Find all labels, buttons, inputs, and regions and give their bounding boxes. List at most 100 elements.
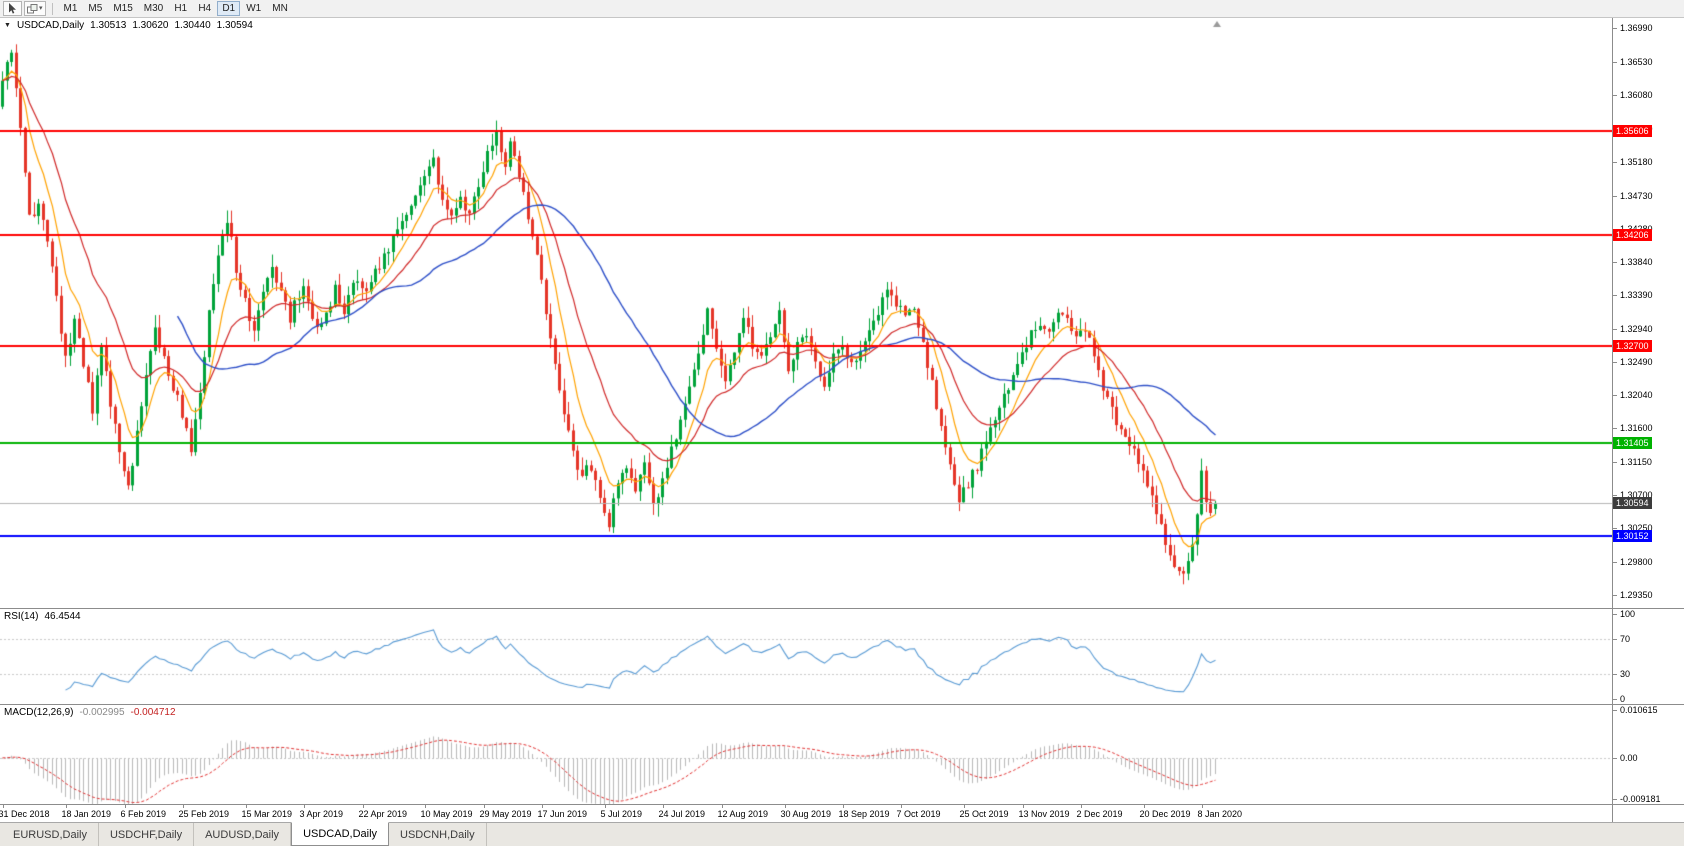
rsi-axis-label: 30 xyxy=(1613,669,1630,679)
price-tick-label: 1.30700 xyxy=(1613,490,1653,500)
date-label: 8 Jan 2020 xyxy=(1197,809,1243,819)
date-label: 22 Apr 2019 xyxy=(358,809,408,819)
date-tick xyxy=(124,805,126,808)
date-label: 5 Jul 2019 xyxy=(600,809,643,819)
date-tick xyxy=(1143,805,1145,808)
main-chart-plot[interactable]: ▼ USDCAD,Daily 1.30513 1.30620 1.30440 1… xyxy=(0,18,1612,608)
macd-indicator-name: MACD(12,26,9) xyxy=(4,707,74,718)
date-label: 7 Oct 2019 xyxy=(896,809,941,819)
rsi-axis-label: 100 xyxy=(1613,609,1635,619)
candlestick-chart-canvas[interactable] xyxy=(0,18,1612,608)
timeframe-button-d1[interactable]: D1 xyxy=(217,1,241,16)
tab-usdchf-daily[interactable]: USDCHF,Daily xyxy=(99,823,195,846)
layers-icon xyxy=(27,3,38,13)
tab-audusd-daily[interactable]: AUDUSD,Daily xyxy=(194,823,292,846)
macd-main-value: -0.002995 xyxy=(79,707,125,718)
date-tick xyxy=(842,805,844,808)
timeframe-button-m15[interactable]: M15 xyxy=(108,1,137,16)
timeframe-button-m5[interactable]: M5 xyxy=(83,1,107,16)
pointer-tool-button[interactable] xyxy=(3,1,22,16)
timeframe-button-m1[interactable]: M1 xyxy=(59,1,83,16)
macd-axis[interactable]: 0.010615 0.00 -0.009181 xyxy=(1612,705,1684,804)
price-tick-label: 1.33390 xyxy=(1613,290,1653,300)
chart-title: ▼ USDCAD,Daily 1.30513 1.30620 1.30440 1… xyxy=(4,20,253,31)
date-label: 18 Jan 2019 xyxy=(61,809,112,819)
tab-usdcnh-daily[interactable]: USDCNH,Daily xyxy=(389,823,487,846)
ohlc-open: 1.30513 xyxy=(90,20,127,31)
date-tick xyxy=(1022,805,1024,808)
date-label: 20 Dec 2019 xyxy=(1139,809,1191,819)
chart-region: ▼ USDCAD,Daily 1.30513 1.30620 1.30440 1… xyxy=(0,18,1684,822)
macd-label: MACD(12,26,9) -0.002995 -0.004712 xyxy=(4,707,176,718)
chart-layout-button[interactable]: ▾ xyxy=(24,1,46,16)
tab-eurusd-daily[interactable]: EURUSD,Daily xyxy=(2,823,99,846)
time-axis[interactable]: 31 Dec 2018 18 Jan 2019 6 Feb 2019 25 Feb 2… xyxy=(0,804,1684,822)
price-tick-label: 1.29800 xyxy=(1613,557,1653,567)
date-label: 18 Sep 2019 xyxy=(838,809,890,819)
date-tick xyxy=(900,805,902,808)
date-label: 10 May 2019 xyxy=(420,809,473,819)
date-tick xyxy=(424,805,426,808)
date-label: 24 Jul 2019 xyxy=(658,809,706,819)
date-tick xyxy=(483,805,485,808)
toolbar-separator xyxy=(51,2,53,15)
rsi-axis[interactable]: 100 70 30 0 xyxy=(1612,609,1684,704)
price-tick-label: 1.31150 xyxy=(1613,457,1652,467)
date-label: 6 Feb 2019 xyxy=(120,809,167,819)
timeframe-button-mn[interactable]: MN xyxy=(267,1,293,16)
timeframe-buttons: M1 M5 M15 M30 H1 H4 D1 W1 MN xyxy=(59,1,293,16)
timeframe-button-m30[interactable]: M30 xyxy=(139,1,168,16)
macd-signal-value: -0.004712 xyxy=(130,707,176,718)
date-label: 2 Dec 2019 xyxy=(1076,809,1123,819)
price-tick-label: 1.34730 xyxy=(1613,191,1653,201)
rsi-value: 46.4544 xyxy=(44,611,81,622)
tab-usdcad-daily[interactable]: USDCAD,Daily xyxy=(291,822,390,846)
price-tick-label: 1.32940 xyxy=(1613,324,1653,334)
price-tick-label: 1.32040 xyxy=(1613,390,1653,400)
price-level-badge: 1.34206 xyxy=(1613,228,1652,241)
ohlc-high: 1.30620 xyxy=(132,20,169,31)
main-chart-panel: ▼ USDCAD,Daily 1.30513 1.30620 1.30440 1… xyxy=(0,18,1684,608)
timeframe-button-h1[interactable]: H1 xyxy=(169,1,192,16)
price-level-badge: 1.31405 xyxy=(1613,436,1652,449)
price-level-badge: 1.32700 xyxy=(1613,340,1652,353)
date-label: 3 Apr 2019 xyxy=(299,809,344,819)
cursor-icon xyxy=(9,3,16,14)
ohlc-close: 1.30594 xyxy=(216,20,253,31)
date-tick xyxy=(721,805,723,808)
price-axis[interactable]: 1.369901.365301.360801.356301.351801.347… xyxy=(1612,18,1684,608)
macd-chart-canvas[interactable] xyxy=(0,705,1612,804)
price-level-badge: 1.30152 xyxy=(1613,529,1652,542)
macd-plot[interactable]: MACD(12,26,9) -0.002995 -0.004712 xyxy=(0,705,1612,804)
timeframe-button-h4[interactable]: H4 xyxy=(193,1,216,16)
timeframe-button-w1[interactable]: W1 xyxy=(241,1,266,16)
rsi-axis-label: 70 xyxy=(1613,634,1630,644)
date-tick xyxy=(362,805,364,808)
date-label: 29 May 2019 xyxy=(479,809,532,819)
rsi-chart-canvas[interactable] xyxy=(0,609,1612,704)
date-tick xyxy=(662,805,664,808)
date-tick xyxy=(1080,805,1082,808)
date-label: 12 Aug 2019 xyxy=(717,809,769,819)
macd-axis-label: 0.00 xyxy=(1613,753,1638,763)
rsi-label: RSI(14) 46.4544 xyxy=(4,611,81,622)
macd-axis-label: -0.009181 xyxy=(1613,794,1661,804)
price-tick-label: 1.35180 xyxy=(1613,157,1653,167)
chart-symbol: USDCAD,Daily xyxy=(16,20,85,31)
rsi-plot[interactable]: RSI(14) 46.4544 xyxy=(0,609,1612,704)
date-label: 17 Jun 2019 xyxy=(537,809,588,819)
date-label: 15 Mar 2019 xyxy=(241,809,293,819)
macd-panel: MACD(12,26,9) -0.002995 -0.004712 0.0106… xyxy=(0,704,1684,804)
price-tick-label: 1.31600 xyxy=(1613,423,1653,433)
price-tick-label: 1.32490 xyxy=(1613,357,1653,367)
rsi-panel: RSI(14) 46.4544 100 70 30 0 xyxy=(0,608,1684,704)
price-level-badge: 1.30594 xyxy=(1613,496,1652,509)
chart-tabbar: EURUSD,Daily USDCHF,Daily AUDUSD,Daily USDC… xyxy=(0,822,1684,846)
price-tick-label: 1.29350 xyxy=(1613,590,1653,600)
date-tick xyxy=(245,805,247,808)
chart-dropdown-icon: ▼ xyxy=(4,21,11,29)
date-label: 13 Nov 2019 xyxy=(1018,809,1070,819)
axis-corner xyxy=(1612,805,1684,822)
rsi-indicator-name: RSI(14) xyxy=(4,611,39,622)
